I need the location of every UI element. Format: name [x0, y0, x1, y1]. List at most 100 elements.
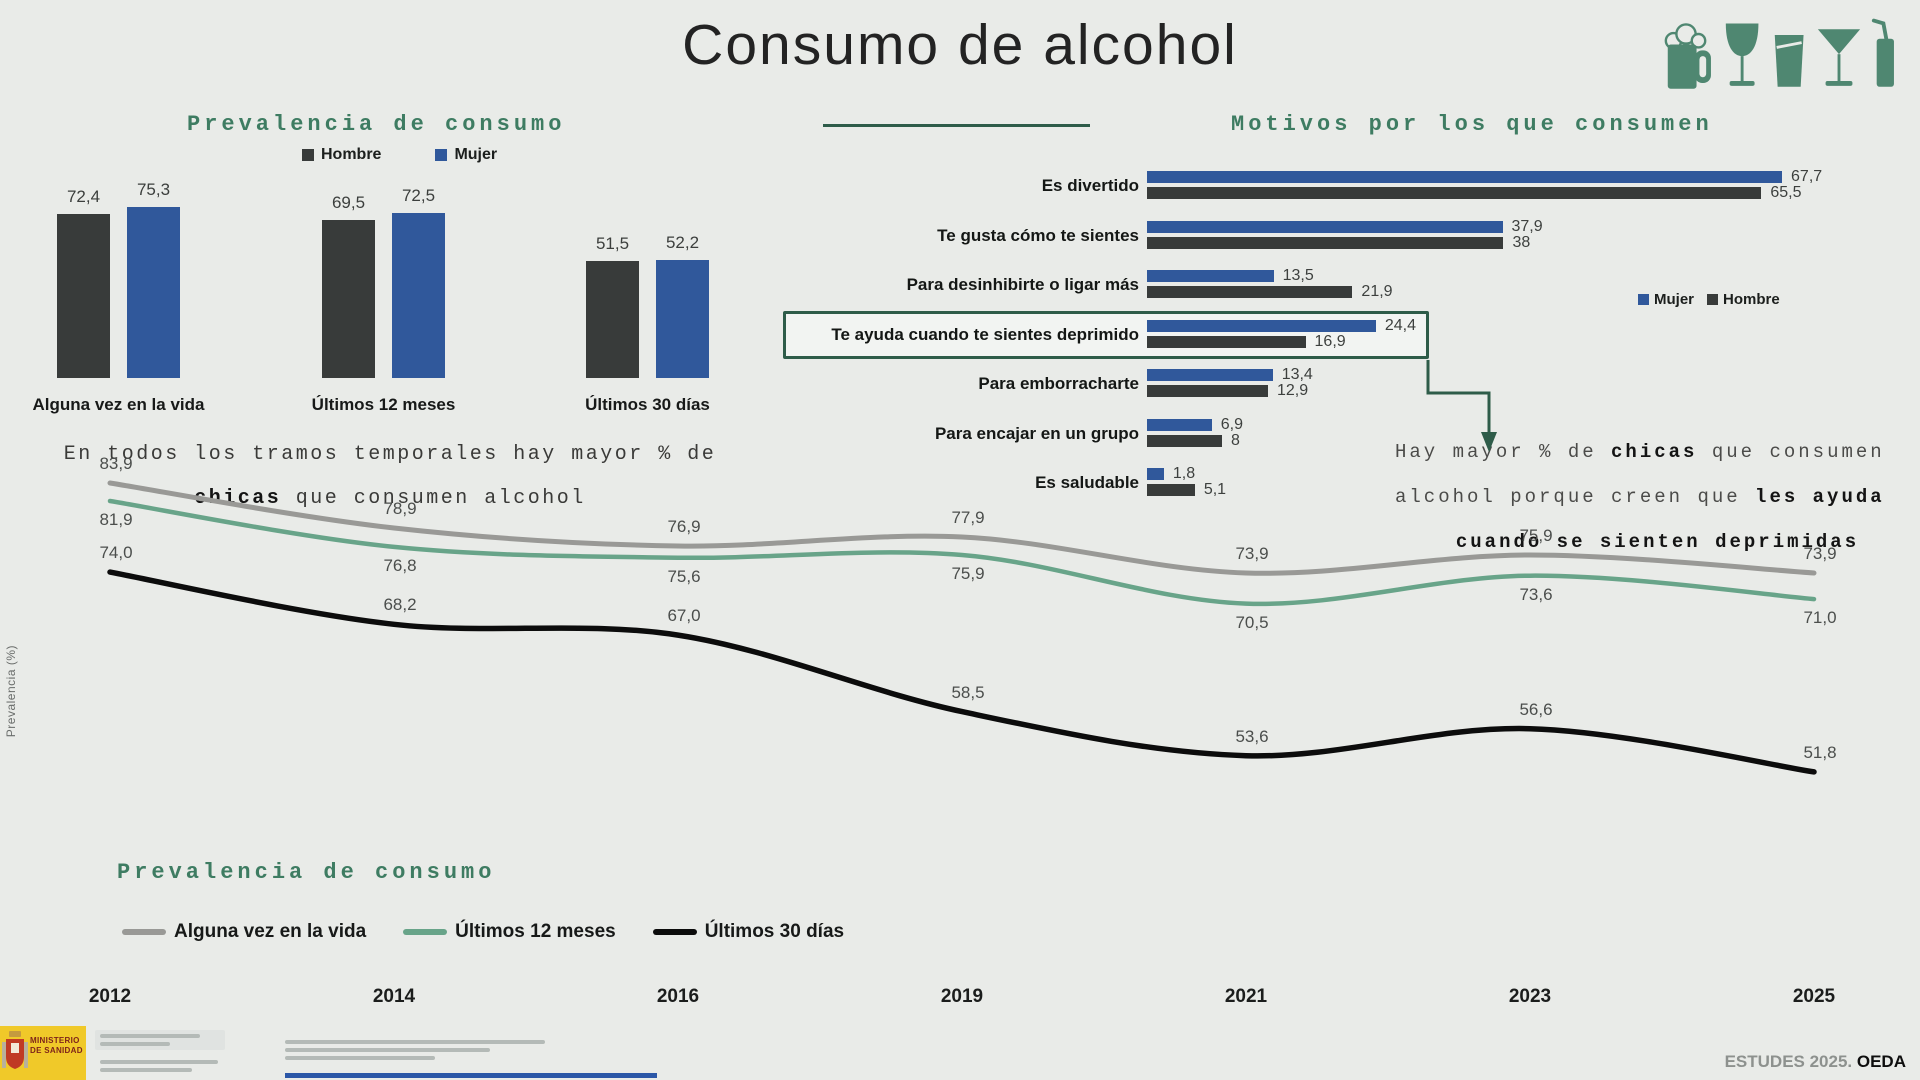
bar-hombre-0	[57, 213, 110, 378]
martini-glass-icon	[1818, 29, 1861, 86]
trend-value-label: 76,9	[667, 517, 701, 536]
bar-hombre-5	[1147, 434, 1223, 447]
trend-value-label: 73,9	[1235, 544, 1269, 563]
year-label-2023: 2023	[1508, 986, 1552, 1007]
motives-chart-title: Motivos por los que consumen	[1231, 112, 1713, 137]
annotation-line: Hay mayor % de chicas que consumen	[1395, 430, 1920, 475]
black-line-swatch-icon	[652, 929, 697, 935]
text-segment: chicas	[194, 487, 282, 510]
trend-legend-label: Alguna vez en la vida	[174, 921, 367, 942]
legend-item-mujer: Mujer	[435, 146, 497, 164]
ministry-label: MINISTERIO DE SANIDAD	[30, 1036, 83, 1056]
hombre-swatch-icon	[1707, 294, 1719, 305]
bar-value-label: 13,5	[1282, 267, 1314, 284]
trend-value-label: 51,8	[1803, 742, 1837, 762]
bar-hombre-2	[1147, 286, 1353, 298]
trend-value-label: 78,9	[383, 499, 417, 518]
trend-legend-label: Últimos 12 meses	[455, 921, 616, 942]
text-segment: que consumen alcohol	[281, 487, 586, 510]
bar-hombre-6	[1147, 484, 1195, 496]
soft-drink-straw-icon	[1872, 18, 1895, 87]
bar-hombre-0	[1147, 187, 1762, 199]
legend-item-12-meses: Últimos 12 meses	[403, 921, 616, 943]
motive-category-label: Para desinhibirte o ligar más	[906, 275, 1139, 294]
placeholder-text-line	[285, 1040, 545, 1044]
mujer-legend-label: Mujer	[1654, 291, 1695, 308]
year-label-2019: 2019	[940, 986, 984, 1007]
text-segment: En todos los tramos temporales hay mayor…	[63, 443, 717, 466]
year-label-2025: 2025	[1792, 986, 1836, 1007]
placeholder-text-line	[100, 1034, 200, 1038]
motive-category-label: Es saludable	[1035, 473, 1139, 492]
source-credit: ESTUDES 2025. OEDA	[1725, 1052, 1906, 1072]
trend-value-label: 81,9	[99, 510, 133, 529]
title-divider	[823, 124, 1090, 127]
trend-value-label: 75,9	[951, 564, 985, 583]
bar-value-label: 69,5	[331, 193, 366, 213]
placeholder-text-line	[100, 1042, 170, 1046]
trend-value-label: 77,9	[951, 508, 985, 527]
trend-line-3	[107, 569, 1817, 775]
motive-category-label: Te gusta cómo te sientes	[937, 225, 1139, 245]
gray-line-swatch-icon	[122, 929, 166, 935]
bar-value-label: 8	[1231, 431, 1240, 449]
bar-mujer-0	[1147, 171, 1783, 183]
bar-value-label: 51,5	[595, 234, 630, 254]
trend-value-label: 71,0	[1803, 608, 1837, 628]
trend-value-label: 56,6	[1519, 699, 1553, 719]
text-segment: les ayuda	[1755, 486, 1885, 508]
bar-mujer-6	[1147, 468, 1164, 480]
bar-mujer-4	[1147, 369, 1273, 381]
motive-category-label: Te ayuda cuando te sientes deprimido	[831, 324, 1139, 344]
text-segment: chicas	[1611, 441, 1698, 463]
page-title: Consumo de alcohol	[682, 13, 1238, 77]
year-label-2016: 2016	[656, 986, 700, 1007]
placeholder-text-line	[285, 1048, 490, 1052]
trend-value-label: 83,9	[99, 454, 133, 473]
y-axis-label: Prevalencia (%)	[4, 645, 18, 738]
coat-of-arms-icon	[2, 1031, 28, 1069]
trend-value-label: 74,0	[99, 543, 133, 563]
bar-value-label: 37,9	[1511, 217, 1543, 235]
prevalence-legend: Hombre Mujer	[302, 146, 497, 164]
wine-glass-icon	[1725, 23, 1759, 86]
annotation-line: cuando se sienten deprimidas	[1395, 520, 1920, 565]
bar-value-label: 72,4	[66, 186, 101, 206]
beer-mug-icon	[1664, 23, 1711, 89]
partner-text-block	[285, 1040, 585, 1064]
ministry-line: MINISTERIO	[30, 1036, 80, 1045]
bar-category-label: Últimos 12 meses	[311, 395, 456, 414]
hombre-legend-label: Hombre	[321, 146, 382, 163]
bar-value-label: 38	[1512, 233, 1531, 251]
mujer-swatch-icon	[1638, 294, 1649, 305]
year-label-2012: 2012	[88, 986, 132, 1007]
legend-item-alguna-vez: Alguna vez en la vida	[122, 921, 366, 943]
bar-value-label: 21,9	[1361, 283, 1393, 300]
ministry-line: DE SANIDAD	[30, 1046, 83, 1055]
mujer-swatch-icon	[435, 149, 448, 161]
text-segment: que consumen	[1697, 441, 1885, 463]
bar-value-label: 6,9	[1220, 415, 1243, 433]
source-study: ESTUDES 2025.	[1724, 1052, 1853, 1071]
logo-subtext-block	[100, 1060, 230, 1076]
placeholder-text-line	[285, 1056, 435, 1060]
note-line: En todos los tramos temporales hay mayor…	[15, 433, 765, 477]
trend-legend-label: Últimos 30 días	[704, 921, 845, 942]
prevalence-chart-title: Prevalencia de consumo	[187, 112, 566, 137]
bar-value-label: 52,2	[665, 232, 700, 252]
motive-category-label: Es divertido	[1041, 176, 1139, 195]
bar-mujer-1	[392, 213, 445, 378]
bar-value-label: 24,4	[1384, 316, 1416, 334]
hombre-swatch-icon	[302, 149, 314, 161]
bar-hombre-3	[1147, 335, 1306, 348]
placeholder-text-line	[100, 1068, 192, 1072]
trend-value-label: 67,0	[667, 606, 701, 626]
bar-mujer-0	[127, 207, 180, 378]
drink-icons-group	[1662, 10, 1902, 104]
tumbler-glass-icon	[1774, 34, 1804, 87]
bar-mujer-1	[1147, 220, 1503, 233]
bar-value-label: 65,5	[1770, 184, 1802, 201]
placeholder-text-line	[100, 1060, 218, 1064]
bar-value-label: 16,9	[1314, 332, 1346, 350]
bar-value-label: 1,8	[1172, 465, 1196, 482]
